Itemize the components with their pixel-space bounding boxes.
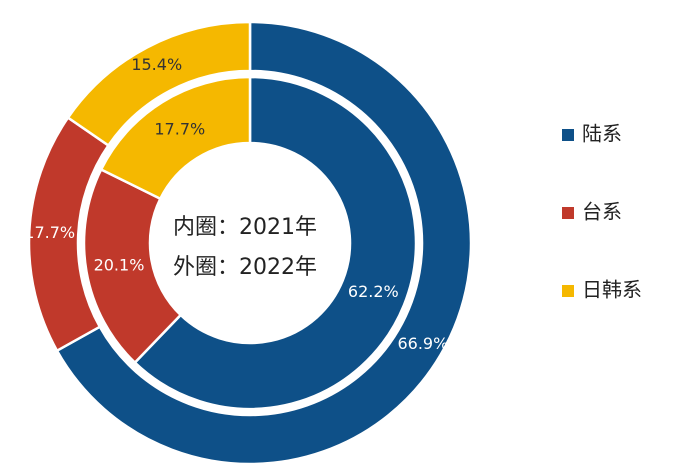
data-label: 15.4% bbox=[131, 55, 182, 74]
data-label: 66.9% bbox=[397, 334, 448, 353]
legend-swatch bbox=[562, 129, 574, 141]
donut-slice bbox=[55, 20, 473, 465]
data-label: 17.7% bbox=[24, 223, 75, 242]
legend-label: 陆系 bbox=[582, 122, 622, 146]
legend-swatch bbox=[562, 207, 574, 219]
legend-label: 日韩系 bbox=[582, 278, 642, 302]
donut-slice bbox=[99, 75, 252, 201]
center-annotation: 内圈：2021年 bbox=[173, 215, 317, 240]
center-annotation: 外圈：2022年 bbox=[173, 255, 317, 280]
donut-slice bbox=[66, 20, 252, 148]
data-label: 62.2% bbox=[348, 282, 399, 301]
legend-label: 台系 bbox=[582, 200, 622, 224]
data-label: 17.7% bbox=[154, 120, 205, 139]
legend-swatch bbox=[562, 285, 574, 297]
donut-slice bbox=[133, 75, 418, 411]
data-label: 20.1% bbox=[94, 255, 145, 274]
